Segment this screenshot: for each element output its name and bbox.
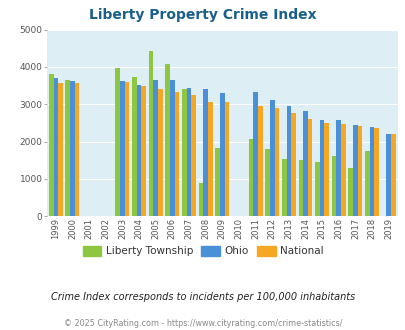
- Bar: [340, 124, 345, 216]
- Bar: [203, 89, 207, 216]
- Bar: [314, 162, 319, 216]
- Bar: [281, 159, 286, 216]
- Bar: [181, 89, 186, 216]
- Text: © 2025 CityRating.com - https://www.cityrating.com/crime-statistics/: © 2025 CityRating.com - https://www.city…: [64, 319, 341, 328]
- Bar: [307, 119, 312, 216]
- Bar: [70, 81, 75, 216]
- Bar: [165, 64, 170, 216]
- Bar: [198, 182, 203, 216]
- Bar: [186, 88, 191, 216]
- Bar: [58, 82, 63, 216]
- Bar: [324, 123, 328, 216]
- Bar: [290, 113, 295, 216]
- Bar: [369, 127, 373, 216]
- Bar: [319, 119, 324, 216]
- Bar: [170, 80, 174, 216]
- Bar: [65, 80, 70, 216]
- Bar: [390, 134, 395, 216]
- Bar: [248, 139, 253, 216]
- Bar: [174, 92, 179, 216]
- Legend: Liberty Township, Ohio, National: Liberty Township, Ohio, National: [78, 242, 327, 260]
- Bar: [148, 51, 153, 216]
- Bar: [141, 86, 146, 216]
- Bar: [373, 128, 378, 216]
- Bar: [220, 93, 224, 216]
- Bar: [224, 102, 229, 216]
- Bar: [269, 100, 274, 216]
- Bar: [253, 92, 257, 216]
- Text: Liberty Property Crime Index: Liberty Property Crime Index: [89, 8, 316, 22]
- Bar: [153, 81, 158, 216]
- Bar: [53, 78, 58, 216]
- Bar: [132, 78, 136, 216]
- Bar: [158, 89, 162, 216]
- Text: Crime Index corresponds to incidents per 100,000 inhabitants: Crime Index corresponds to incidents per…: [51, 292, 354, 302]
- Bar: [124, 82, 129, 216]
- Bar: [136, 85, 141, 216]
- Bar: [298, 160, 303, 216]
- Bar: [120, 81, 124, 216]
- Bar: [75, 83, 79, 216]
- Bar: [357, 126, 362, 216]
- Bar: [191, 95, 196, 216]
- Bar: [386, 134, 390, 216]
- Bar: [207, 102, 212, 216]
- Bar: [352, 125, 357, 216]
- Bar: [115, 68, 120, 216]
- Bar: [257, 106, 262, 216]
- Bar: [264, 149, 269, 216]
- Bar: [274, 108, 279, 216]
- Bar: [331, 156, 336, 216]
- Bar: [286, 106, 290, 216]
- Bar: [49, 75, 53, 216]
- Bar: [347, 168, 352, 216]
- Bar: [336, 119, 340, 216]
- Bar: [303, 111, 307, 216]
- Bar: [215, 148, 220, 216]
- Bar: [364, 151, 369, 216]
